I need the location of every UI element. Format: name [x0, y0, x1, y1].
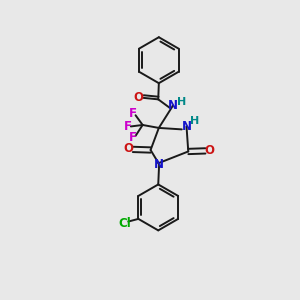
Text: N: N — [154, 158, 164, 171]
Text: O: O — [205, 144, 215, 157]
Text: Cl: Cl — [118, 217, 131, 230]
Text: F: F — [129, 107, 137, 120]
Text: N: N — [168, 99, 178, 112]
Text: N: N — [182, 120, 191, 133]
Text: O: O — [124, 142, 134, 155]
Text: F: F — [124, 120, 132, 133]
Text: F: F — [129, 131, 137, 144]
Text: H: H — [177, 97, 186, 107]
Text: H: H — [190, 116, 199, 126]
Text: O: O — [133, 91, 143, 104]
